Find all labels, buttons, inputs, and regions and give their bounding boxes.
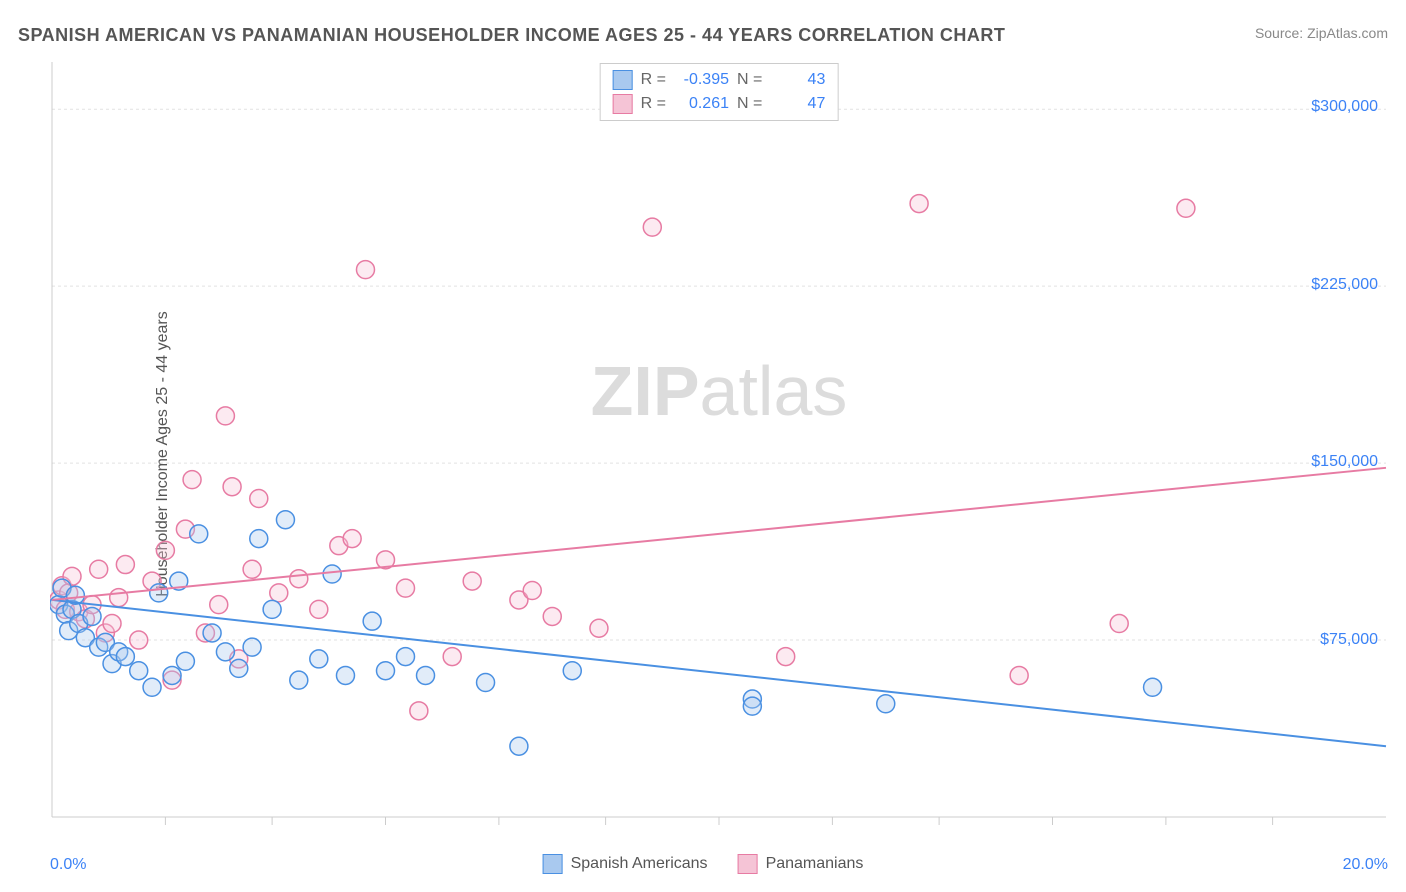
r-value-a: -0.395 [674, 71, 729, 89]
data-point [116, 556, 134, 574]
legend-label-a: Spanish Americans [571, 855, 708, 873]
data-point [216, 407, 234, 425]
data-point [190, 525, 208, 543]
data-point [143, 678, 161, 696]
data-point [270, 584, 288, 602]
data-point [90, 560, 108, 578]
n-label-b: N = [737, 95, 762, 113]
data-point [777, 648, 795, 666]
data-point [310, 600, 328, 618]
data-point [1110, 615, 1128, 633]
legend-label-b: Panamanians [766, 855, 864, 873]
legend-item-a: Spanish Americans [543, 854, 708, 874]
data-point [276, 511, 294, 529]
data-point [103, 615, 121, 633]
data-point [523, 582, 541, 600]
data-point [543, 607, 561, 625]
swatch-series-b [613, 94, 633, 114]
series-legend: Spanish Americans Panamanians [543, 854, 864, 874]
legend-row-series-a: R = -0.395 N = 43 [613, 68, 826, 92]
r-label-a: R = [641, 71, 666, 89]
data-point [363, 612, 381, 630]
data-point [243, 560, 261, 578]
data-point [290, 570, 308, 588]
r-label-b: R = [641, 95, 666, 113]
swatch-series-a [613, 70, 633, 90]
data-point [477, 674, 495, 692]
data-point [443, 648, 461, 666]
n-label-a: N = [737, 71, 762, 89]
data-point [590, 619, 608, 637]
source-attribution: Source: ZipAtlas.com [1255, 25, 1388, 41]
swatch-b-bottom [738, 854, 758, 874]
data-point [156, 541, 174, 559]
data-point [250, 489, 268, 507]
data-point [877, 695, 895, 713]
data-point [410, 702, 428, 720]
legend-row-series-b: R = 0.261 N = 47 [613, 92, 826, 116]
data-point [110, 589, 128, 607]
data-point [1177, 199, 1195, 217]
data-point [150, 584, 168, 602]
data-point [356, 261, 374, 279]
data-point [463, 572, 481, 590]
data-point [230, 659, 248, 677]
data-point [310, 650, 328, 668]
trend-line [52, 600, 1386, 746]
data-point [210, 596, 228, 614]
data-point [263, 600, 281, 618]
y-tick-label: $225,000 [1311, 276, 1378, 294]
data-point [910, 195, 928, 213]
data-point [163, 666, 181, 684]
data-point [130, 631, 148, 649]
y-tick-label: $300,000 [1311, 98, 1378, 116]
chart-title: SPANISH AMERICAN VS PANAMANIAN HOUSEHOLD… [18, 25, 1005, 46]
data-point [343, 530, 361, 548]
x-tick-label: 0.0% [50, 856, 86, 874]
data-point [397, 648, 415, 666]
scatter-plot [50, 60, 1388, 847]
data-point [323, 565, 341, 583]
correlation-legend: R = -0.395 N = 43 R = 0.261 N = 47 [600, 63, 839, 121]
r-value-b: 0.261 [674, 95, 729, 113]
legend-item-b: Panamanians [738, 854, 864, 874]
data-point [743, 697, 761, 715]
n-value-b: 47 [770, 95, 825, 113]
data-point [250, 530, 268, 548]
data-point [510, 737, 528, 755]
data-point [183, 471, 201, 489]
data-point [643, 218, 661, 236]
data-point [417, 666, 435, 684]
data-point [216, 643, 234, 661]
data-point [290, 671, 308, 689]
data-point [1010, 666, 1028, 684]
data-point [223, 478, 241, 496]
data-point [83, 607, 101, 625]
data-point [397, 579, 415, 597]
data-point [176, 652, 194, 670]
y-tick-label: $75,000 [1320, 631, 1378, 649]
data-point [563, 662, 581, 680]
chart-container: Householder Income Ages 25 - 44 years R … [50, 60, 1388, 847]
x-tick-label: 20.0% [1343, 856, 1388, 874]
data-point [116, 648, 134, 666]
y-tick-label: $150,000 [1311, 453, 1378, 471]
n-value-a: 43 [770, 71, 825, 89]
swatch-a-bottom [543, 854, 563, 874]
data-point [130, 662, 148, 680]
data-point [203, 624, 221, 642]
data-point [377, 662, 395, 680]
data-point [1144, 678, 1162, 696]
data-point [336, 666, 354, 684]
data-point [243, 638, 261, 656]
